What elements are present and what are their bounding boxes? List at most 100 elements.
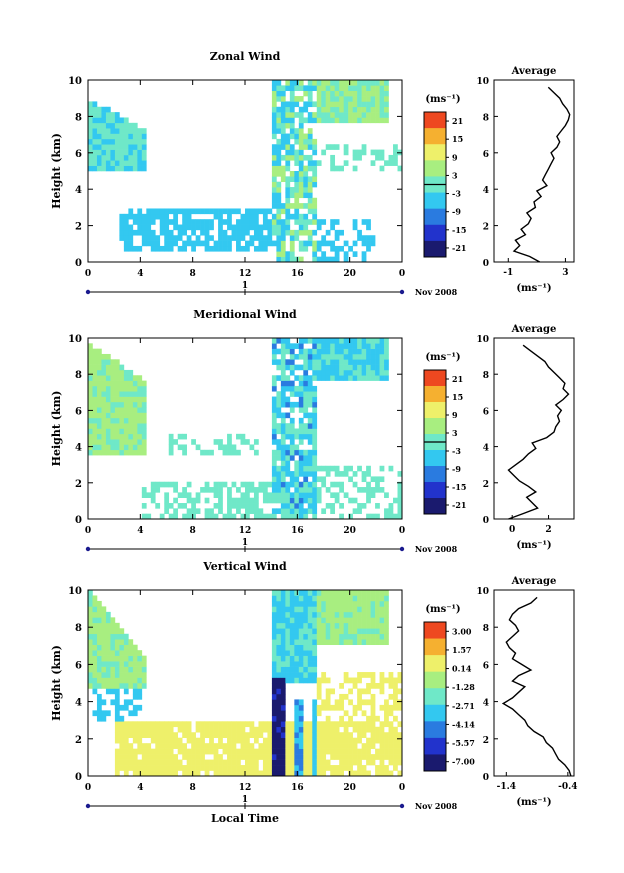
heatmap-cell [119, 219, 125, 225]
heatmap-cell [88, 600, 93, 607]
heatmap-cell [294, 617, 300, 624]
heatmap-cell [114, 639, 120, 646]
heatmap-cell [209, 721, 214, 728]
heatmap-cell [303, 117, 309, 124]
heatmap-cell [393, 754, 398, 760]
heatmap-cell [227, 224, 232, 231]
heatmap-cell [316, 348, 322, 355]
heatmap-cell [312, 391, 318, 397]
heatmap-cell [213, 487, 219, 493]
heatmap-cell [379, 369, 385, 376]
heatmap-cell [366, 617, 371, 624]
heatmap-cell [352, 721, 358, 728]
heatmap-cell [123, 391, 129, 397]
heatmap-cell [343, 364, 349, 371]
heatmap-cell [298, 439, 304, 445]
heatmap-cell [366, 235, 371, 241]
heatmap-cell [276, 715, 282, 722]
heatmap-cell [343, 726, 349, 733]
heatmap-cell [366, 492, 371, 499]
heatmap-cell [177, 737, 183, 744]
heatmap-cell [101, 149, 107, 156]
heatmap-cell [316, 600, 322, 607]
heatmap-cell [330, 359, 336, 365]
heatmap-cell [312, 732, 318, 739]
heatmap-cell [119, 672, 125, 678]
heatmap-cell [370, 149, 376, 156]
heatmap-cell [276, 650, 282, 656]
heatmap-cell [276, 721, 282, 728]
heatmap-cell [334, 748, 340, 755]
heatmap-cell [132, 245, 138, 252]
heatmap-cell [321, 219, 327, 225]
heatmap-cell [114, 737, 120, 744]
heatmap-cell [294, 595, 300, 602]
heatmap-cell [312, 622, 318, 629]
heatmap-cell [128, 683, 134, 689]
heatmap-cell [312, 666, 318, 673]
heatmap-field [88, 338, 403, 520]
heatmap-cell [370, 743, 376, 749]
heatmap-cell [325, 633, 331, 640]
heatmap-cell [119, 666, 125, 673]
heatmap-cell [280, 759, 286, 766]
colorbar-segment [424, 688, 446, 706]
heatmap-cell [101, 160, 107, 166]
heatmap-cell [285, 338, 291, 344]
heatmap-cell [96, 407, 102, 413]
colorbar-tick-label: 21 [452, 374, 463, 384]
heatmap-cell [361, 487, 367, 493]
heatmap-cell [137, 380, 143, 387]
heatmap-cell [146, 229, 152, 236]
heatmap-cell [325, 106, 331, 113]
heatmap-cell [312, 508, 318, 514]
heatmap-cell [393, 748, 398, 755]
heatmap-cell [92, 106, 98, 113]
heatmap-cell [334, 117, 340, 124]
heatmap-cell [128, 748, 134, 755]
heatmap-cell [218, 444, 223, 451]
heatmap-cell [213, 245, 219, 252]
heatmap-cell [271, 497, 277, 504]
heatmap-cell [137, 666, 143, 673]
heatmap-cell [88, 644, 93, 651]
heatmap-cell [114, 428, 120, 435]
heatmap-cell [312, 208, 318, 215]
heatmap-cell [114, 423, 120, 429]
heatmap-cell [249, 240, 255, 247]
heatmap-cell [280, 364, 286, 371]
heatmap-cell [105, 165, 111, 172]
heatmap-cell [253, 770, 259, 777]
heatmap-cell [375, 348, 380, 355]
heatmap-cell [357, 117, 362, 124]
x-tick-label: 8 [190, 526, 196, 536]
heatmap-cell [384, 765, 389, 771]
heatmap-cell [361, 144, 367, 150]
heatmap-cell [123, 666, 129, 673]
heatmap-cell [276, 710, 282, 717]
heatmap-cell [361, 235, 367, 241]
heatmap-cell [289, 721, 295, 728]
heatmap-cell [186, 721, 192, 728]
heatmap-cell [262, 765, 268, 771]
heatmap-cell [294, 449, 300, 456]
heatmap-cell [249, 743, 255, 749]
average-y-tick-label: 10 [476, 335, 489, 345]
heatmap-cell [348, 611, 353, 618]
heatmap-cell [285, 176, 291, 183]
heatmap-cell [141, 683, 147, 689]
heatmap-cell [303, 353, 309, 360]
heatmap-cell [101, 407, 107, 413]
heatmap-cell [285, 192, 291, 199]
heatmap-cell [330, 628, 336, 635]
heatmap-cell [298, 176, 304, 183]
heatmap-cell [375, 633, 380, 640]
heatmap-cell [325, 600, 331, 607]
heatmap-cell [141, 423, 147, 429]
heatmap-cell [271, 683, 277, 689]
heatmap-cell [307, 229, 313, 236]
heatmap-cell [119, 380, 125, 387]
heatmap-cell [191, 503, 196, 509]
heatmap-cell [348, 633, 353, 640]
heatmap-cell [146, 759, 152, 766]
